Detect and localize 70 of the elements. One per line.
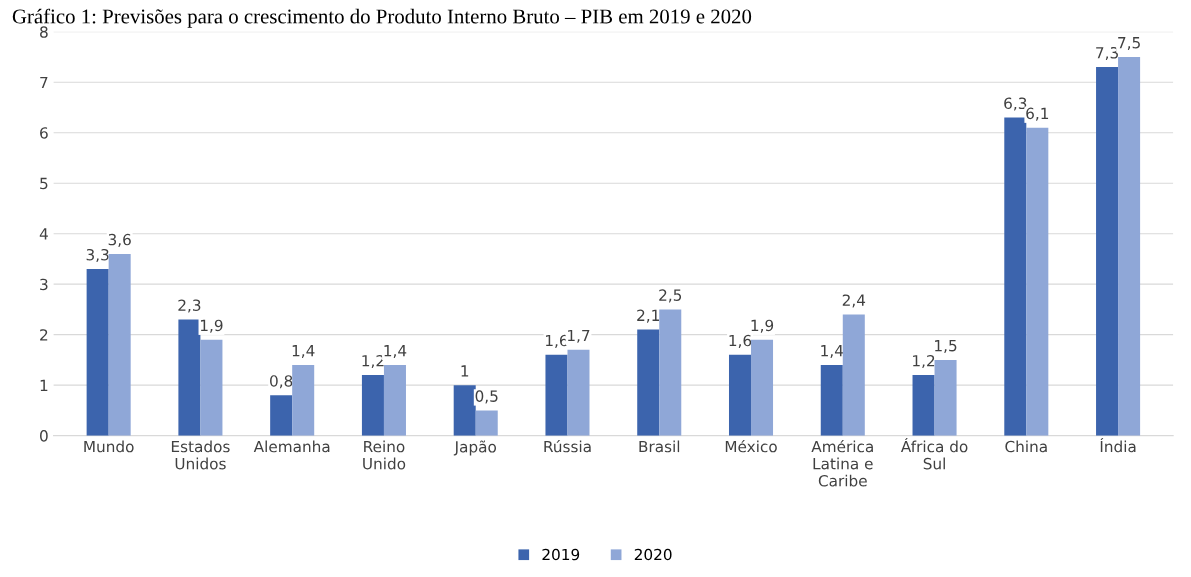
bar (453, 385, 476, 436)
bar (200, 339, 223, 436)
data-label: 1,5 (935, 340, 957, 353)
y-tick-label: 1 (40, 379, 48, 391)
data-label: 1,2 (913, 354, 935, 369)
x-tick-label: Rússia (544, 439, 591, 453)
bar (820, 364, 843, 436)
data-label: 1,4 (292, 345, 315, 358)
data-label: 3,3 (86, 248, 109, 263)
y-tick-label: 2 (40, 329, 48, 341)
bar (1118, 56, 1141, 436)
bar (567, 349, 590, 436)
x-tick-label: Brasil (639, 440, 680, 453)
data-label: 0,5 (475, 390, 498, 404)
x-tick-label: Reino Unido (363, 440, 406, 470)
data-label: 1,4 (821, 345, 844, 358)
x-tick-label: Alemanha (253, 440, 330, 453)
x-tick-label: China (1005, 440, 1047, 453)
data-label: 7,5 (1118, 37, 1140, 51)
x-tick-label: México (725, 439, 777, 453)
bar (934, 359, 957, 436)
bar (912, 375, 935, 436)
x-tick-label: Índia (1100, 437, 1136, 453)
data-label: 1,7 (568, 329, 590, 343)
y-tick-label: 5 (40, 177, 48, 190)
bar (292, 364, 315, 436)
data-label: 1 (461, 365, 469, 377)
data-label: 1,6 (729, 334, 752, 348)
bar (751, 339, 774, 436)
data-label: 2,5 (659, 289, 682, 303)
y-tick-label: 8 (40, 26, 48, 38)
data-label: 6,3 (1004, 97, 1027, 111)
bar (108, 253, 131, 436)
bar (637, 329, 660, 436)
bar (1026, 127, 1049, 436)
legend-label: 2020 (634, 548, 672, 561)
x-tick-label: Japão (453, 440, 497, 456)
data-label: 2,1 (637, 309, 659, 323)
bar (728, 354, 752, 436)
bar (659, 309, 682, 436)
legend-label: 2019 (542, 548, 580, 561)
bar (475, 410, 498, 436)
bar (178, 319, 201, 436)
x-tick-label: Estados Unidos (171, 440, 230, 470)
x-tick-label: Mundo (84, 440, 134, 453)
data-label: 2,3 (178, 299, 201, 313)
y-tick-label: 7 (40, 76, 48, 89)
bar (270, 395, 293, 436)
bar (545, 354, 568, 436)
data-label: 7,3 (1096, 47, 1118, 61)
data-label: 1,9 (200, 319, 223, 333)
bar (86, 269, 109, 436)
bar (1004, 117, 1027, 436)
y-tick-label: 6 (40, 127, 48, 139)
data-label: 1,2 (362, 354, 384, 369)
bar (1096, 67, 1119, 436)
data-label: 6,1 (1026, 107, 1049, 121)
bar (842, 314, 865, 436)
data-label: 3,6 (108, 233, 131, 247)
bar (361, 375, 384, 436)
y-tick-label: 3 (40, 278, 48, 291)
data-label: 1,4 (384, 345, 407, 358)
y-tick-label: 0 (40, 430, 48, 442)
y-tick-label: 4 (39, 228, 48, 240)
data-label: 1,9 (751, 319, 774, 333)
data-label: 0,8 (270, 375, 293, 389)
data-label: 2,4 (842, 294, 866, 308)
x-tick-label: África do Sul (900, 437, 968, 470)
bar (383, 364, 406, 436)
x-tick-label: América Latina e Caribe (811, 439, 873, 487)
